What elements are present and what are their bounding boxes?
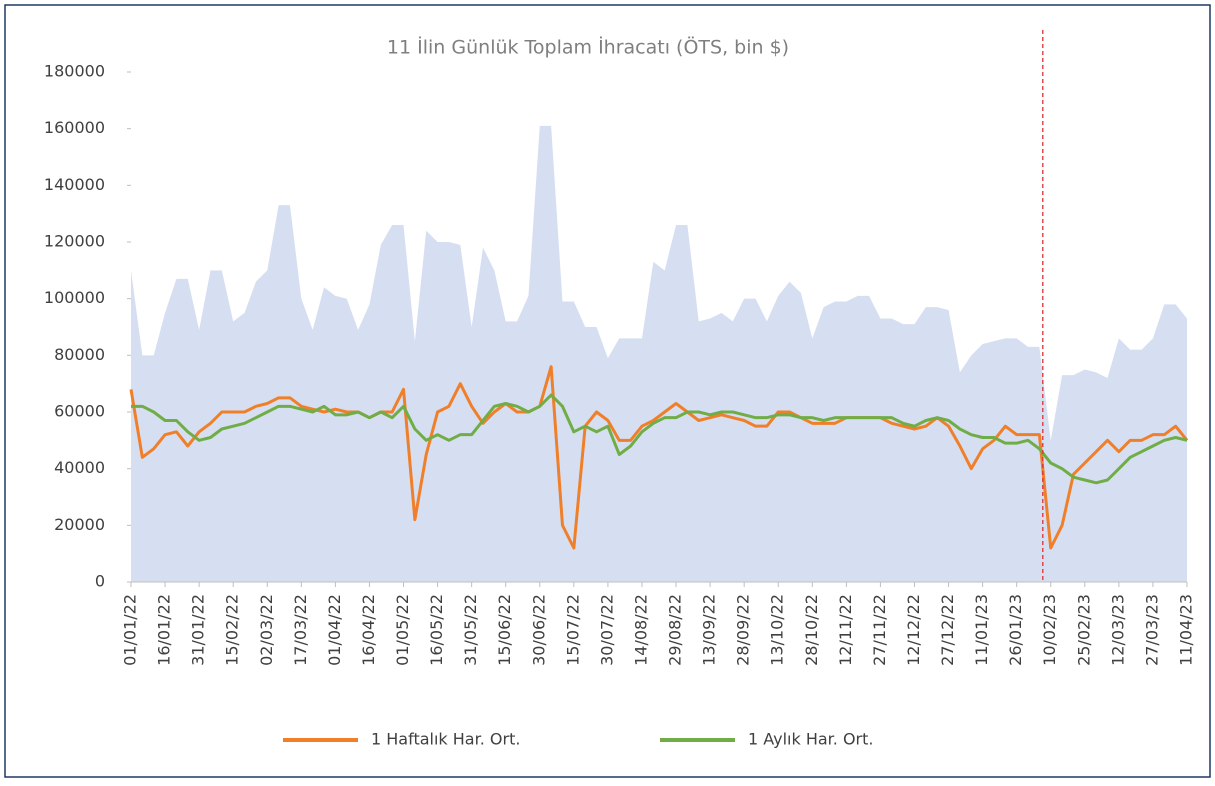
x-tick-label: 26/01/23	[1006, 594, 1025, 666]
y-tick-label: 0	[95, 572, 105, 591]
x-tick-label: 15/02/22	[223, 594, 242, 666]
x-tick-label: 02/03/22	[257, 594, 276, 666]
x-tick-label: 29/08/22	[666, 594, 685, 666]
y-tick-label: 180000	[44, 62, 105, 81]
x-tick-label: 12/12/22	[904, 594, 923, 666]
y-tick-label: 40000	[54, 458, 105, 477]
x-tick-label: 12/03/23	[1108, 594, 1127, 666]
legend-label: 1 Aylık Har. Ort.	[748, 730, 873, 749]
x-tick-label: 12/11/22	[836, 594, 855, 666]
x-tick-label: 31/05/22	[461, 594, 480, 666]
y-tick-label: 100000	[44, 288, 105, 307]
x-tick-label: 31/01/22	[189, 594, 208, 666]
x-tick-label: 16/04/22	[359, 594, 378, 666]
x-tick-label: 30/06/22	[529, 594, 548, 666]
x-tick-label: 01/01/22	[121, 594, 140, 666]
y-tick-label: 20000	[54, 515, 105, 534]
x-tick-label: 15/06/22	[495, 594, 514, 666]
x-tick-label: 13/10/22	[768, 594, 787, 666]
x-tick-label: 27/11/22	[870, 594, 889, 666]
y-tick-label: 160000	[44, 118, 105, 137]
x-tick-label: 10/02/23	[1040, 594, 1059, 666]
area	[131, 125, 1187, 582]
series-line	[129, 365, 1189, 550]
x-tick-label: 13/09/22	[700, 594, 719, 666]
x-tick-label: 17/03/22	[291, 594, 310, 666]
x-tick-label: 11/01/23	[972, 594, 991, 666]
series-line	[131, 393, 1188, 485]
x-tick-label: 27/12/22	[938, 594, 957, 666]
x-tick-label: 27/03/23	[1142, 594, 1161, 666]
x-tick-label: 30/07/22	[597, 594, 616, 666]
y-tick-label: 80000	[54, 345, 105, 364]
y-tick-label: 60000	[54, 402, 105, 421]
x-tick-label: 16/01/22	[155, 594, 174, 666]
x-tick-label: 16/05/22	[427, 594, 446, 666]
y-tick-label: 140000	[44, 175, 105, 194]
x-tick-label: 28/10/22	[802, 594, 821, 666]
chart-title: 11 İlin Günlük Toplam İhracatı (ÖTS, bin…	[387, 36, 789, 59]
x-tick-label: 25/02/23	[1074, 594, 1093, 666]
x-tick-label: 14/08/22	[631, 594, 650, 666]
x-tick-label: 01/05/22	[393, 594, 412, 666]
x-tick-label: 11/04/23	[1177, 594, 1196, 666]
x-tick-label: 01/04/22	[325, 594, 344, 666]
x-tick-label: 28/09/22	[734, 594, 753, 666]
x-tick-label: 15/07/22	[563, 594, 582, 666]
legend-label: 1 Haftalık Har. Ort.	[371, 730, 520, 749]
y-tick-label: 120000	[44, 232, 105, 251]
